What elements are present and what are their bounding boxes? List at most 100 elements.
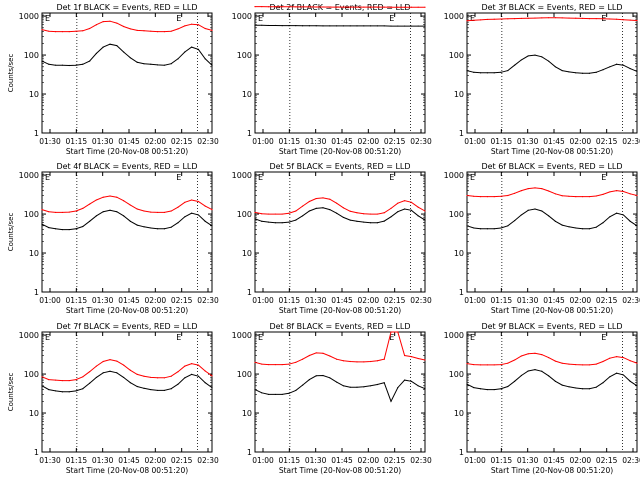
lld-series-point [390,6,392,8]
lld-series-point [370,6,372,8]
lld-series-point [157,30,159,33]
lld-series-point [342,207,344,209]
lld-series-point [191,199,193,201]
lld-series-point [329,6,331,8]
x-tick-label: 02:15 [596,137,618,146]
lld-series-point [136,208,138,210]
events-series-point [211,386,213,389]
lld-series-point [493,364,495,366]
x-tick-label: 01:30 [92,137,114,146]
lld-series-point [68,30,70,33]
y-tick-label: 100 [237,210,252,219]
lld-series-line [254,331,426,366]
events-series-point [261,220,263,222]
lld-series-point [609,191,611,193]
events-series-point [383,382,385,384]
lld-series-point [191,23,193,25]
x-tick-label: 02:00 [570,296,592,305]
y-tick-label: 100 [24,210,39,219]
event-marker: E [176,14,181,23]
lld-series-point [376,360,378,362]
events-series-point [184,377,186,379]
lld-series-point [163,211,165,214]
lld-series-point [390,331,392,333]
lld-series-point [404,200,406,202]
x-tick-label: 01:15 [279,456,301,465]
lld-series-point [329,355,331,357]
events-series-point [410,209,412,211]
events-series-point [514,64,516,66]
events-series-point [308,25,310,27]
lld-series-point [370,360,372,363]
events-series-point [588,72,591,74]
events-series-point [507,385,509,388]
events-series-point [55,64,57,66]
x-tick-label: 01:15 [491,456,513,465]
events-series-point [595,226,597,228]
events-series-point [602,69,604,71]
x-tick-label: 01:45 [118,296,140,305]
events-series-point [548,215,550,217]
lld-series-point [129,204,131,206]
x-axis-label: Start Time (20-Nov-08 00:51:20) [279,147,401,156]
lld-series-point [602,193,604,195]
events-series-point [595,71,597,73]
lld-series-point [55,30,57,33]
events-series-point [315,25,317,27]
events-series-point [116,211,118,213]
x-axis-label: Start Time (20-Nov-08 00:51:20) [66,306,188,315]
lld-series-point [588,196,591,198]
y-tick-label: 1000 [19,331,39,340]
lld-series-point [41,376,43,378]
plot-frame [41,171,213,293]
plot-frame [466,12,638,134]
lld-series-point [534,17,536,19]
lld-series-point [480,364,482,366]
events-series-point [191,46,193,48]
events-series-point [520,374,523,377]
lld-series-point [410,201,412,203]
events-series-point [616,63,618,65]
lld-series-point [486,18,488,21]
events-series-point [177,58,179,60]
x-tick-label: 02:00 [145,296,167,305]
lld-series-point [109,195,111,197]
events-series-point [268,24,270,27]
lld-series-point [322,197,324,199]
events-series-point [486,228,488,230]
y-axis-label: Counts/sec [7,213,15,252]
events-series-point [184,216,186,218]
events-series-point [163,228,165,230]
events-series-point [254,218,256,220]
y-tick-label: 1000 [232,171,252,180]
events-series-point [109,43,111,45]
y-tick-label: 1 [34,129,39,138]
lld-series-point [191,363,193,365]
lld-series-line [41,359,213,382]
events-series-point [349,25,351,27]
event-marker: E [470,14,475,23]
events-series-point [629,67,631,70]
x-axis-label: Start Time (20-Nov-08 00:51:20) [66,147,188,156]
lld-series-point [554,193,557,195]
events-series-point [370,385,372,387]
lld-series-point [143,210,145,212]
events-series-point [129,57,131,59]
chart-panel-5: Det 5f BLACK = Events, RED = LLD 1 10 100 10… [232,162,432,315]
events-series-point [61,228,64,231]
lld-series-point [376,213,378,215]
lld-series-point [383,6,385,8]
events-series-point [609,376,611,378]
x-tick-label: 02:30 [197,296,219,305]
lld-series-point [404,354,406,357]
lld-series-point [41,209,43,211]
events-series-point [636,385,638,387]
events-series-point [143,63,145,65]
x-tick-label: 02:00 [570,456,592,465]
lld-series-point [295,361,297,363]
lld-series-point [75,30,77,32]
lld-series-point [554,360,557,362]
x-tick-label: 01:45 [331,137,353,146]
chart-title: Det 9f BLACK = Events, RED = LLD [481,322,622,331]
events-series-point [554,220,557,222]
